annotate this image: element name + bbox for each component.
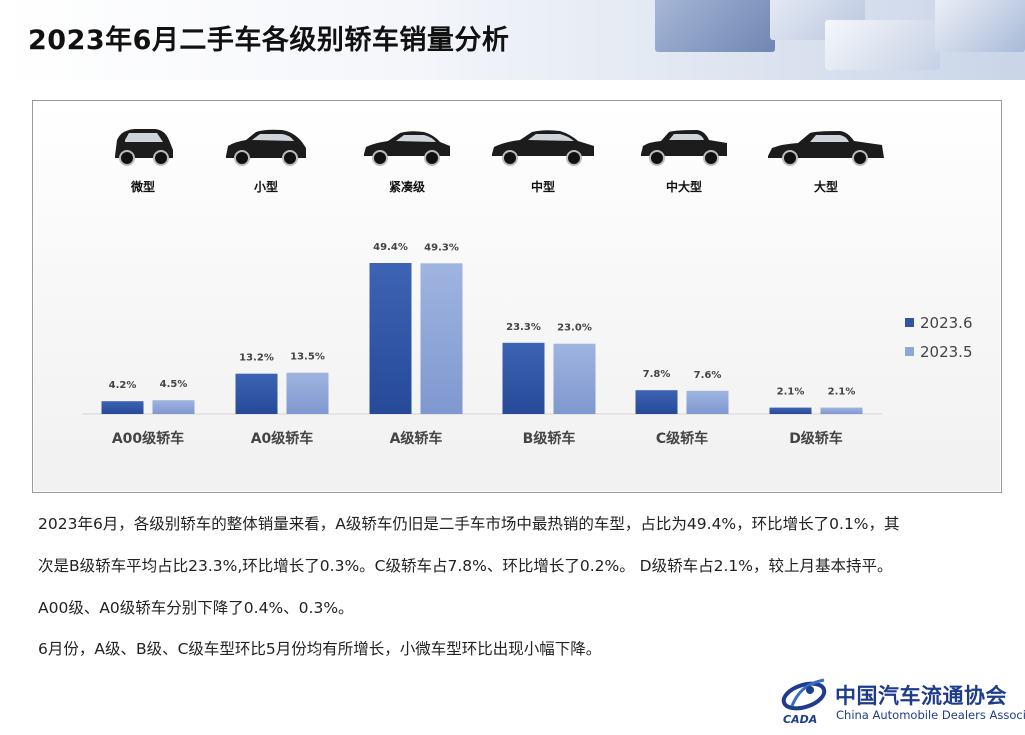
- car-wheel: [119, 150, 135, 166]
- chart-background: [34, 102, 1000, 491]
- car-window: [528, 134, 574, 141]
- car-type-label: 小型: [253, 180, 278, 194]
- cada-logo: CADA 中国汽车流通协会 China Automobile Dealers A…: [780, 676, 1025, 726]
- paragraph-line: 次是B级轿车平均占比23.3%,环比增长了0.3%。C级轿车占7.8%、环比增长…: [38, 557, 893, 575]
- legend-item-2023-6: 2023.6: [905, 314, 973, 332]
- car-wheel: [782, 150, 798, 166]
- car-body: [641, 130, 727, 156]
- paragraph-line: A00级、A0级轿车分别下降了0.4%、0.3%。: [38, 599, 354, 617]
- car-window: [125, 133, 163, 142]
- page-title: 2023年6月二手车各级别轿车销量分析: [28, 25, 510, 56]
- car-wheel: [282, 150, 298, 166]
- car-wheel: [566, 150, 582, 166]
- car-window: [669, 134, 704, 140]
- large-sedan-icon: [641, 130, 727, 166]
- car-wheel: [852, 150, 868, 166]
- car-type-label: 微型: [130, 180, 155, 194]
- car-wheel: [502, 150, 518, 166]
- car-wheel: [234, 150, 250, 166]
- car-body: [492, 130, 594, 156]
- car-wheel: [649, 150, 665, 166]
- decor-cube: [655, 0, 775, 52]
- car-body: [768, 131, 884, 158]
- legend-item-2023-5: 2023.5: [905, 343, 973, 361]
- car-type-label: 中大型: [665, 180, 702, 194]
- car-window: [252, 134, 294, 141]
- compact-sedan-icon: [364, 131, 450, 166]
- legend-swatch: [905, 318, 914, 327]
- fullsize-sedan-icon: [768, 131, 884, 166]
- car-wheel: [372, 150, 388, 166]
- car-wheel: [424, 150, 440, 166]
- legend-swatch: [905, 347, 914, 356]
- hatchback-icon: [226, 129, 306, 166]
- header-banner: 2023年6月二手车各级别轿车销量分析: [0, 0, 1025, 80]
- car-window: [810, 135, 849, 142]
- car-type-label: 中型: [530, 180, 555, 194]
- cada-logo-mark: CADA: [781, 678, 827, 726]
- car-window: [396, 135, 436, 142]
- decor-cube: [825, 20, 940, 70]
- legend-label: 2023.6: [920, 314, 973, 332]
- car-type-label: 紧凑级: [388, 180, 425, 194]
- cada-mark-text: CADA: [783, 713, 817, 726]
- midsize-sedan-icon: [492, 130, 594, 166]
- car-wheel: [703, 150, 719, 166]
- microcar-icon: [115, 129, 173, 166]
- decor-cube: [935, 0, 1025, 52]
- legend-label: 2023.5: [920, 343, 973, 361]
- car-wheel: [153, 150, 169, 166]
- logo-name-en: China Automobile Dealers Association: [836, 708, 1025, 722]
- car-type-label: 大型: [813, 180, 838, 194]
- logo-name-cn: 中国汽车流通协会: [835, 683, 1007, 708]
- paragraph-line: 2023年6月，各级别轿车的整体销量来看，A级轿车仍旧是二手车市场中最热销的车型…: [38, 515, 900, 533]
- paragraph-line: 6月份，A级、B级、C级车型环比5月份均有所增长，小微车型环比出现小幅下降。: [38, 640, 602, 658]
- chart-frame: [32, 100, 1002, 493]
